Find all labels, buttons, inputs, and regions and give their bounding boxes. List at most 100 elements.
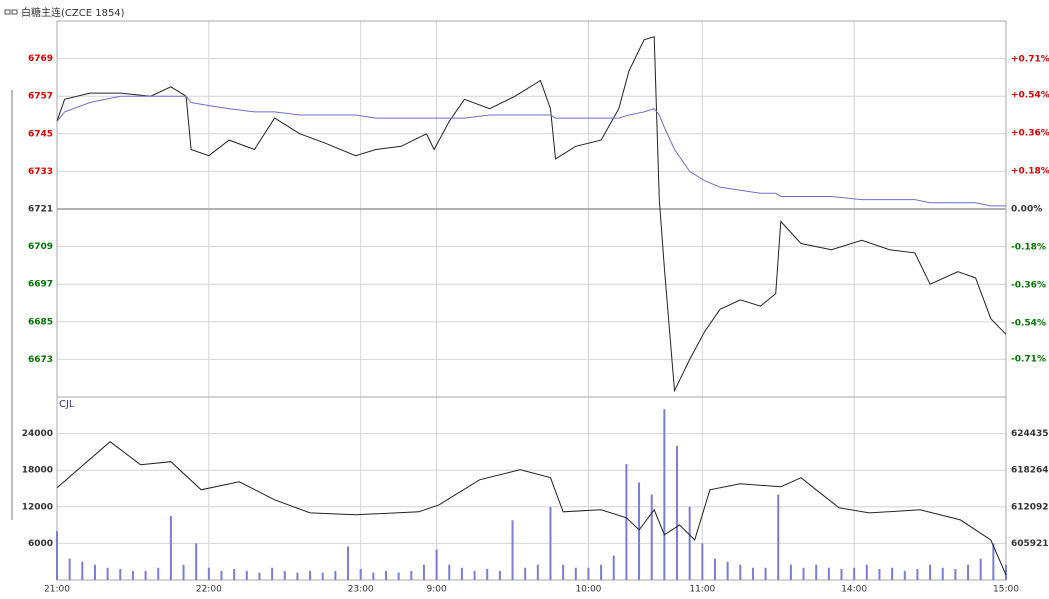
volume-bar bbox=[448, 564, 451, 580]
volume-bar bbox=[258, 572, 261, 580]
volume-bar bbox=[574, 567, 577, 580]
volume-bar bbox=[410, 570, 413, 580]
volume-bar bbox=[764, 567, 767, 580]
volume-bar bbox=[359, 569, 362, 580]
panel-label: CJL bbox=[59, 399, 75, 410]
volume-bar bbox=[916, 569, 919, 580]
y2-tick-label: -0.71% bbox=[1011, 354, 1046, 364]
volume-bar bbox=[587, 567, 590, 580]
y2-tick-label: +0.36% bbox=[1011, 128, 1049, 138]
x-tick-label: 15:00 bbox=[993, 585, 1019, 595]
y2-tick-label: -0.54% bbox=[1011, 319, 1046, 329]
volume-bar bbox=[460, 567, 463, 580]
volume-bar bbox=[536, 564, 539, 580]
volume-bar bbox=[271, 567, 274, 580]
volume-bar bbox=[524, 567, 527, 580]
x-tick-label: 9:00 bbox=[426, 585, 446, 595]
volume-bar bbox=[701, 543, 704, 580]
volume-bar bbox=[81, 561, 84, 580]
volume-bar bbox=[789, 564, 792, 580]
volume-bar bbox=[233, 569, 236, 580]
y-tick-label: 6757 bbox=[28, 92, 53, 102]
volume-bar bbox=[283, 570, 286, 580]
volume-bar bbox=[739, 564, 742, 580]
volume-bar bbox=[954, 569, 957, 580]
series-line bbox=[56, 441, 1007, 576]
volume-bar bbox=[929, 564, 932, 580]
series-line bbox=[56, 36, 1007, 393]
y-tick-label: 6697 bbox=[28, 280, 53, 290]
volume-bar bbox=[713, 558, 716, 580]
volume-bar bbox=[600, 564, 603, 580]
volume-bar bbox=[663, 409, 666, 580]
volume-bar bbox=[853, 567, 856, 580]
panel-frame bbox=[56, 396, 1007, 581]
y2-tick-label: 612092 bbox=[1011, 502, 1049, 512]
volume-bar bbox=[321, 572, 324, 580]
volume-bar bbox=[676, 445, 679, 580]
volume-bar bbox=[486, 569, 489, 580]
volume-bar bbox=[878, 569, 881, 580]
y2-tick-label: 624435 bbox=[1011, 429, 1049, 439]
y2-tick-label: -0.18% bbox=[1011, 243, 1046, 253]
y-tick-label: 24000 bbox=[22, 429, 53, 439]
volume-bar bbox=[372, 572, 375, 580]
volume-bar bbox=[992, 543, 995, 580]
x-tick-label: 10:00 bbox=[575, 585, 601, 595]
y-tick-label: 6709 bbox=[28, 242, 53, 252]
chart-title: 白糖主连(CZCE 1854) bbox=[21, 6, 125, 19]
y-tick-label: 6733 bbox=[28, 167, 53, 177]
volume-bar bbox=[777, 494, 780, 580]
volume-bar bbox=[296, 572, 299, 580]
volume-bar bbox=[726, 561, 729, 580]
volume-bar bbox=[891, 567, 894, 580]
x-tick-label: 21:00 bbox=[44, 585, 70, 595]
volume-bar bbox=[157, 567, 160, 580]
volume-bar bbox=[131, 570, 134, 580]
y-tick-label: 6673 bbox=[28, 355, 53, 365]
volume-bar bbox=[840, 569, 843, 580]
volume-bar bbox=[625, 464, 628, 580]
volume-bar bbox=[815, 564, 818, 580]
volume-bar bbox=[549, 506, 552, 580]
volume-bar bbox=[967, 564, 970, 580]
volume-bar bbox=[207, 567, 210, 580]
volume-bar bbox=[169, 515, 172, 580]
volume-bar bbox=[1005, 564, 1007, 580]
y-tick-label: 6000 bbox=[28, 539, 53, 549]
volume-bar bbox=[397, 572, 400, 580]
volume-bar bbox=[384, 570, 387, 580]
volume-bar bbox=[562, 564, 565, 580]
y-tick-label: 6685 bbox=[28, 317, 53, 327]
volume-bar bbox=[903, 570, 906, 580]
volume-bar bbox=[751, 567, 754, 580]
volume-bar bbox=[119, 569, 122, 580]
y-tick-label: 6769 bbox=[28, 54, 53, 64]
x-tick-label: 14:00 bbox=[841, 585, 867, 595]
volume-bar bbox=[511, 520, 514, 580]
volume-bar bbox=[979, 558, 982, 580]
volume-bar bbox=[435, 549, 438, 580]
y2-tick-label: +0.18% bbox=[1011, 166, 1049, 176]
y2-tick-label: +0.71% bbox=[1011, 55, 1049, 65]
volume-bar bbox=[220, 570, 223, 580]
volume-bar bbox=[347, 546, 350, 580]
volume-bar bbox=[612, 555, 615, 580]
volume-bar bbox=[182, 564, 185, 580]
volume-bar bbox=[309, 570, 312, 580]
y2-tick-label: 0.00% bbox=[1011, 205, 1042, 215]
volume-bar bbox=[144, 570, 147, 580]
series-line bbox=[56, 95, 1006, 207]
y2-tick-label: 618264 bbox=[1011, 466, 1049, 476]
volume-bar bbox=[195, 543, 198, 580]
volume-bar bbox=[498, 570, 501, 580]
y-tick-label: 18000 bbox=[22, 466, 53, 476]
volume-bar bbox=[941, 567, 944, 580]
volume-bar bbox=[93, 564, 96, 580]
volume-bar bbox=[334, 570, 337, 580]
title-icon bbox=[4, 9, 18, 15]
y-tick-label: 12000 bbox=[22, 502, 53, 512]
volume-bar bbox=[56, 531, 58, 580]
y-tick-label: 6745 bbox=[28, 129, 53, 139]
volume-bar bbox=[245, 570, 248, 580]
